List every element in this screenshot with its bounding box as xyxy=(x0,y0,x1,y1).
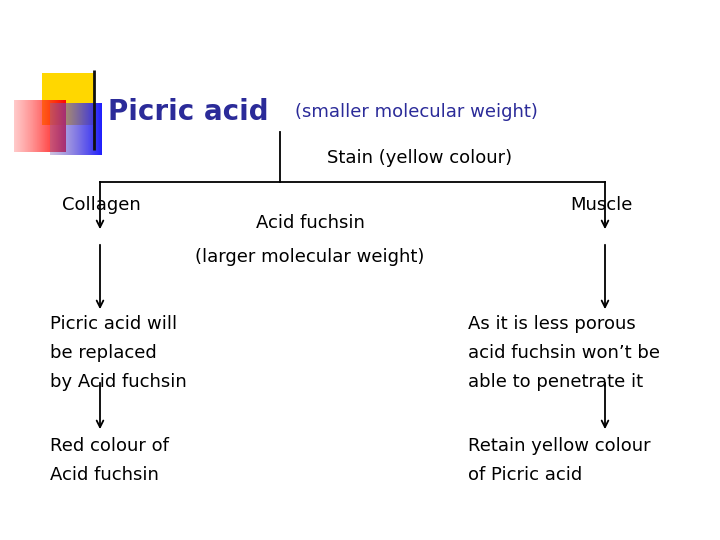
Text: Muscle: Muscle xyxy=(570,196,632,214)
Text: Acid fuchsin: Acid fuchsin xyxy=(256,214,364,232)
Bar xyxy=(42,73,94,125)
Text: Picric acid will
be replaced
by Acid fuchsin: Picric acid will be replaced by Acid fuc… xyxy=(50,315,186,392)
Text: Retain yellow colour
of Picric acid: Retain yellow colour of Picric acid xyxy=(468,437,651,484)
Text: Collagen: Collagen xyxy=(62,196,140,214)
Text: Stain (yellow colour): Stain (yellow colour) xyxy=(328,149,513,167)
Text: Picric acid: Picric acid xyxy=(108,98,269,126)
Text: Red colour of
Acid fuchsin: Red colour of Acid fuchsin xyxy=(50,437,169,484)
Text: (larger molecular weight): (larger molecular weight) xyxy=(195,248,425,266)
Text: As it is less porous
acid fuchsin won’t be
able to penetrate it: As it is less porous acid fuchsin won’t … xyxy=(468,315,660,392)
Text: (smaller molecular weight): (smaller molecular weight) xyxy=(295,103,538,121)
